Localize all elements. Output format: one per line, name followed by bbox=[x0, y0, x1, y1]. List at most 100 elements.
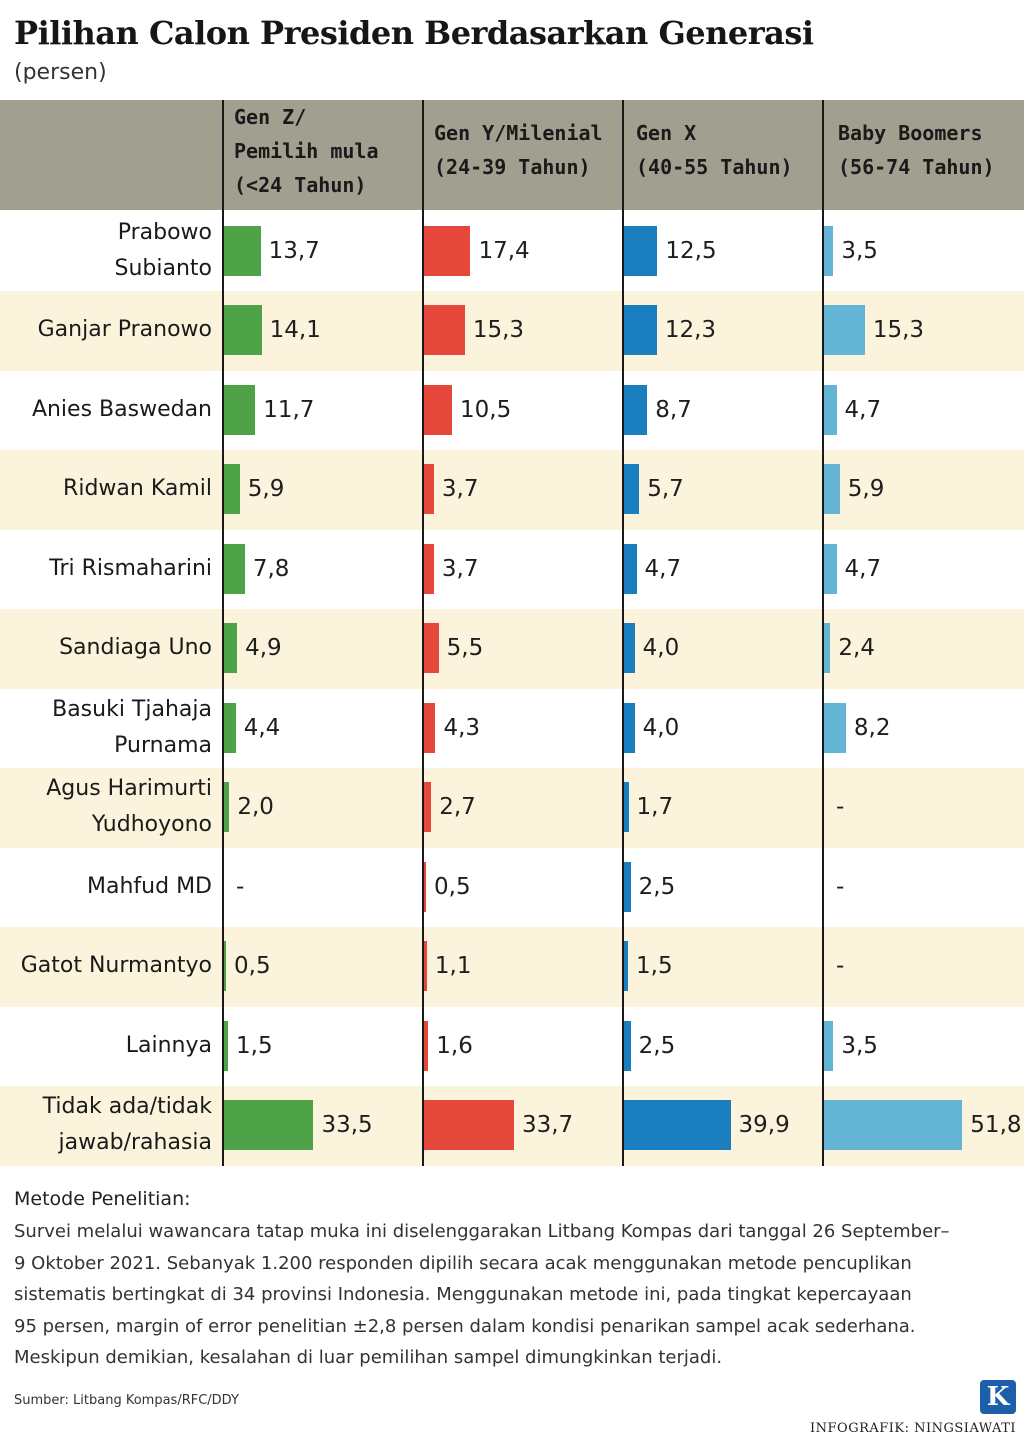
value-label: 4,9 bbox=[245, 635, 282, 662]
value-label: 3,7 bbox=[441, 555, 479, 582]
candidate-label: Lainnya bbox=[0, 1028, 212, 1064]
value-label: 11,7 bbox=[263, 396, 315, 423]
chart-title: Pilihan Calon Presiden Berdasarkan Gener… bbox=[14, 14, 814, 52]
bar-genx bbox=[624, 1100, 731, 1151]
bar-genx bbox=[624, 702, 635, 753]
column-divider bbox=[822, 100, 824, 1166]
value-label: 4,7 bbox=[844, 396, 882, 423]
bar-genx bbox=[624, 861, 631, 912]
value-label: 2,0 bbox=[237, 794, 274, 821]
value-label: 15,3 bbox=[472, 317, 525, 344]
column-header-line: (56-74 Tahun) bbox=[838, 155, 995, 179]
candidate-label-line: Mahfud MD bbox=[87, 873, 212, 899]
bar-genz bbox=[224, 543, 245, 594]
bar-geny bbox=[424, 1100, 514, 1151]
column-divider bbox=[222, 100, 224, 1166]
candidate-label: Sandiaga Uno bbox=[0, 630, 212, 666]
column-header-line: Baby Boomers bbox=[838, 121, 983, 145]
table-row bbox=[0, 767, 1024, 848]
candidate-label-line: Basuki Tjahaja bbox=[52, 696, 212, 722]
bar-geny bbox=[424, 305, 465, 356]
candidate-label-line: jawab/rahasia bbox=[58, 1130, 212, 1156]
bar-genx bbox=[624, 623, 635, 674]
value-label: 3,5 bbox=[841, 1032, 878, 1059]
bar-geny bbox=[424, 782, 432, 833]
bar-boomers bbox=[824, 1100, 963, 1151]
column-header-genz: Gen Z/Pemilih mula (<24 Tahun) bbox=[234, 100, 379, 202]
candidate-label-line: Gatot Nurmantyo bbox=[20, 953, 212, 979]
value-label: 39,9 bbox=[738, 1112, 790, 1139]
value-label: 14,1 bbox=[269, 317, 321, 344]
candidate-label: Anies Baswedan bbox=[0, 392, 212, 428]
bar-genx bbox=[624, 543, 637, 594]
column-header-boomers: Baby Boomers (56-74 Tahun) bbox=[838, 116, 995, 184]
value-label: 1,6 bbox=[436, 1032, 473, 1059]
bar-geny bbox=[424, 543, 434, 594]
candidate-label: Gatot Nurmantyo bbox=[0, 948, 212, 984]
methodology-line: Meskipun demikian, kesalahan di luar pem… bbox=[14, 1347, 723, 1368]
value-label: 1,5 bbox=[236, 1032, 273, 1059]
value-label: 8,7 bbox=[655, 396, 692, 423]
bar-geny bbox=[424, 225, 471, 276]
value-label: 5,7 bbox=[647, 476, 684, 503]
candidate-label: Basuki Tjahaja Purnama bbox=[0, 692, 212, 764]
column-header-line: (24-39 Tahun) bbox=[434, 155, 591, 179]
candidate-label: Prabowo Subianto bbox=[0, 215, 213, 287]
value-label: 4,7 bbox=[844, 555, 882, 582]
bar-boomers bbox=[824, 1020, 834, 1071]
value-label: - bbox=[836, 794, 845, 821]
value-label: 3,5 bbox=[841, 237, 878, 264]
table-row bbox=[0, 926, 1024, 1007]
value-label: 4,4 bbox=[243, 714, 281, 741]
bar-genz bbox=[224, 941, 226, 992]
candidate-label: Tidak ada/tidak jawab/rahasia bbox=[0, 1089, 212, 1161]
bar-genx bbox=[624, 782, 629, 833]
bar-genx bbox=[624, 941, 628, 992]
bar-geny bbox=[424, 702, 436, 753]
value-label: 4,0 bbox=[642, 714, 680, 741]
bar-genx bbox=[624, 1020, 631, 1071]
candidate-label-line: Ridwan Kamil bbox=[63, 476, 212, 502]
value-label: 8,2 bbox=[853, 714, 891, 741]
bar-genx bbox=[624, 225, 658, 276]
bar-genz bbox=[224, 384, 256, 435]
bar-genz bbox=[224, 623, 238, 674]
bar-geny bbox=[424, 861, 426, 912]
value-label: 5,5 bbox=[446, 635, 484, 662]
value-label: 13,7 bbox=[268, 237, 320, 264]
source-note: Sumber: Litbang Kompas/RFC/DDY bbox=[14, 1393, 239, 1408]
value-label: - bbox=[836, 953, 845, 980]
column-header-line: Pemilih mula bbox=[234, 139, 379, 163]
column-header-band bbox=[0, 100, 1024, 210]
candidate-label-line: Agus Harimurti bbox=[46, 776, 212, 802]
bar-genx bbox=[624, 464, 640, 515]
bar-genz bbox=[224, 702, 236, 753]
bar-genz bbox=[224, 305, 262, 356]
table-row bbox=[0, 608, 1024, 689]
value-label: 33,5 bbox=[321, 1112, 373, 1139]
value-label: 2,4 bbox=[838, 635, 875, 662]
value-label: 1,5 bbox=[636, 953, 673, 980]
value-label: - bbox=[236, 873, 245, 900]
candidate-label: Mahfud MD bbox=[0, 869, 212, 905]
kompas-logo: K bbox=[980, 1380, 1016, 1414]
candidate-label-line: Purnama bbox=[114, 732, 212, 758]
bar-geny bbox=[424, 464, 434, 515]
column-header-geny: Gen Y/Milenial (24-39 Tahun) bbox=[434, 116, 603, 184]
value-label: 5,9 bbox=[847, 476, 885, 503]
value-label: 1,7 bbox=[636, 794, 674, 821]
candidate-label-line: Anies Baswedan bbox=[31, 396, 212, 422]
candidate-label-line: Tidak ada/tidak bbox=[42, 1094, 212, 1120]
bar-boomers bbox=[824, 305, 865, 356]
value-label: 33,7 bbox=[521, 1112, 574, 1139]
value-label: 4,7 bbox=[644, 555, 682, 582]
bar-boomers bbox=[824, 623, 831, 674]
candidate-label-line: Sandiaga Uno bbox=[59, 635, 212, 661]
value-label: 2,5 bbox=[638, 1032, 676, 1059]
column-header-line: (40-55 Tahun) bbox=[636, 155, 793, 179]
candidate-label-line: Lainnya bbox=[125, 1032, 212, 1058]
bar-geny bbox=[424, 623, 439, 674]
value-label: 17,4 bbox=[478, 237, 530, 264]
table-row bbox=[0, 449, 1024, 530]
value-label: 3,7 bbox=[441, 476, 479, 503]
